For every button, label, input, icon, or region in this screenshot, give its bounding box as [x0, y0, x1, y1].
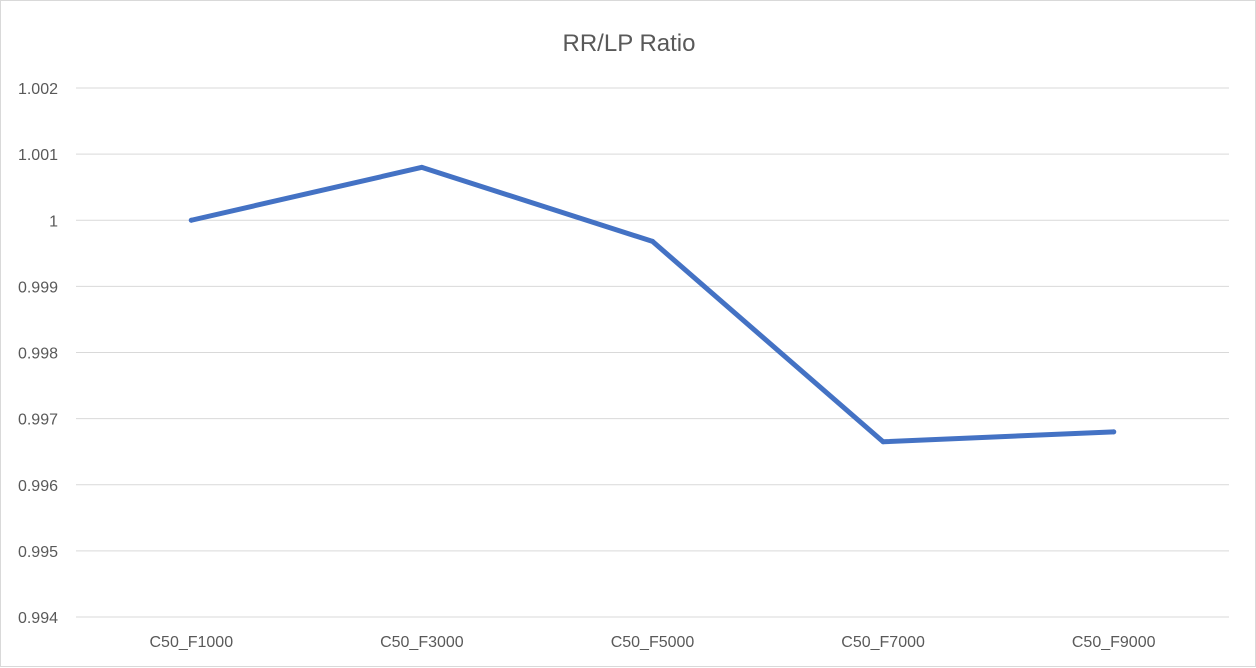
y-tick-label: 0.999: [18, 279, 58, 296]
y-tick-label: 1.002: [18, 81, 58, 98]
y-tick-label: 1.001: [18, 147, 58, 164]
x-tick-label: C50_F7000: [841, 634, 925, 651]
x-axis-tick-labels: C50_F1000 C50_F3000 C50_F5000 C50_F7000 C50_…: [149, 634, 1155, 651]
x-tick-label: C50_F3000: [380, 634, 464, 651]
x-tick-label: C50_F1000: [149, 634, 233, 651]
data-point: [650, 238, 655, 244]
y-tick-label: 0.998: [18, 346, 58, 363]
data-point: [880, 439, 886, 445]
y-tick-label: 0.994: [18, 610, 58, 627]
y-tick-label: 1: [49, 213, 58, 230]
gridlines: [76, 87, 1229, 618]
x-tick-label: C50_F9000: [1072, 634, 1156, 651]
data-point: [1111, 429, 1117, 435]
y-tick-label: 0.996: [18, 478, 58, 495]
data-series: [188, 164, 1117, 445]
y-axis-tick-labels: 0.994 0.995 0.996 0.997 0.998 0.999 1 1.001 1.00…: [18, 81, 58, 627]
data-point: [419, 164, 425, 170]
y-tick-label: 0.995: [18, 544, 58, 561]
chart-title: RR/LP Ratio: [563, 30, 696, 57]
series-line: [188, 164, 1117, 445]
data-point: [188, 217, 194, 223]
y-tick-label: 0.997: [18, 412, 58, 429]
x-tick-label: C50_F5000: [611, 634, 695, 651]
